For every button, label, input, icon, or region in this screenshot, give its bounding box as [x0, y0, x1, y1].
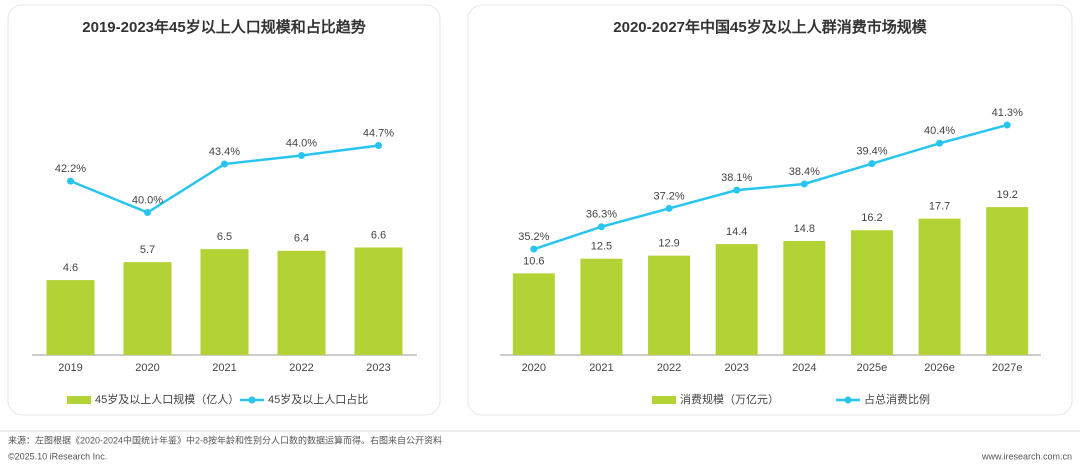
line-point — [1003, 121, 1011, 129]
data-label: 38.4% — [789, 166, 820, 178]
line-point — [221, 160, 228, 168]
line-point — [800, 180, 808, 188]
bar — [918, 218, 961, 355]
data-label: 35.2% — [518, 231, 549, 243]
legend-label: 占总消费比例 — [864, 392, 930, 406]
line-point — [530, 245, 538, 253]
data-label: 12.9 — [658, 238, 679, 250]
x-tick-label: 2020 — [522, 362, 546, 374]
line-point — [298, 152, 305, 159]
bar — [123, 262, 172, 355]
bar — [354, 247, 403, 355]
data-label: 19.2 — [996, 189, 1017, 201]
data-label: 6.6 — [371, 229, 386, 241]
x-tick-label: 2021 — [212, 362, 236, 374]
data-label: 10.6 — [523, 255, 544, 267]
data-label: 43.4% — [209, 146, 240, 158]
data-label: 37.2% — [653, 190, 684, 202]
chart-title: 2019-2023年45岁以上人口规模和占比趋势 — [82, 18, 365, 36]
data-label: 6.5 — [217, 231, 232, 243]
data-label: 12.5 — [591, 241, 612, 253]
data-label: 5.7 — [140, 244, 155, 256]
bar — [580, 258, 623, 355]
bar — [277, 250, 326, 355]
x-tick-label: 2022 — [657, 362, 681, 374]
line-point — [67, 177, 74, 185]
data-label: 42.2% — [55, 163, 86, 175]
legend-label: 45岁及以上人口占比 — [268, 392, 368, 406]
bar — [200, 249, 249, 355]
data-label: 36.3% — [586, 209, 617, 221]
x-tick-label: 2025e — [857, 362, 888, 374]
website: www.iresearch.com.cn — [981, 451, 1072, 461]
data-label: 38.1% — [721, 172, 752, 184]
data-label: 14.4 — [726, 226, 747, 238]
line — [533, 123, 1008, 251]
data-label: 14.8 — [794, 223, 815, 235]
legend-label: 45岁及以上人口规模（亿人） — [95, 392, 239, 406]
line-point — [868, 160, 876, 168]
bar — [850, 230, 893, 355]
line-point — [665, 204, 673, 212]
source-note: 来源：左图根据《2020-2024中国统计年鉴》中2-8按年龄和性别分人口数的数… — [8, 434, 442, 445]
panel — [467, 4, 1073, 416]
bar — [715, 244, 758, 355]
line-point — [936, 139, 944, 147]
line-point — [733, 186, 741, 194]
bar — [46, 280, 95, 355]
legend-marker — [67, 396, 91, 404]
data-label: 44.0% — [286, 137, 317, 149]
panel — [7, 4, 441, 416]
data-label: 40.0% — [132, 194, 163, 206]
x-tick-label: 2023 — [724, 362, 748, 374]
copyright: ©2025.10 iResearch Inc. — [8, 451, 107, 461]
x-tick-label: 2021 — [589, 362, 613, 374]
x-tick-label: 2027e — [992, 362, 1023, 374]
x-tick-label: 2020 — [135, 362, 159, 374]
bar — [648, 255, 691, 355]
legend-marker — [248, 396, 256, 404]
data-label: 41.3% — [992, 107, 1023, 119]
chart-title: 2020-2027年中国45岁及以上人群消费市场规模 — [613, 18, 927, 36]
data-label: 17.7 — [929, 201, 950, 213]
data-label: 40.4% — [924, 125, 955, 137]
line-point — [597, 223, 605, 231]
legend-label: 消费规模（万亿元） — [680, 392, 779, 406]
bar — [512, 273, 555, 355]
x-tick-label: 2022 — [289, 362, 313, 374]
bar — [783, 241, 826, 355]
line-point — [144, 209, 151, 216]
x-tick-label: 2019 — [58, 362, 82, 374]
data-label: 39.4% — [856, 146, 887, 158]
data-label: 6.4 — [294, 233, 309, 245]
x-tick-label: 2023 — [366, 362, 390, 374]
legend-marker — [652, 396, 676, 404]
x-tick-label: 2024 — [792, 362, 816, 374]
x-tick-label: 2026e — [924, 362, 955, 374]
legend-marker — [844, 396, 852, 404]
data-label: 16.2 — [861, 212, 882, 224]
data-label: 44.7% — [363, 127, 394, 139]
data-label: 4.6 — [63, 262, 78, 274]
line-point — [375, 142, 382, 150]
bar — [986, 207, 1029, 355]
